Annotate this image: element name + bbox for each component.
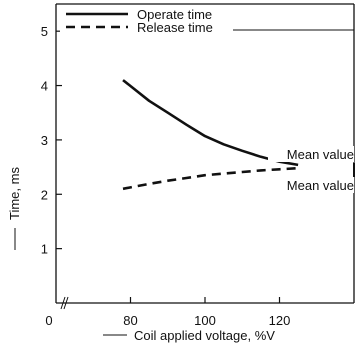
y-tick-label-3: 3 xyxy=(41,133,48,148)
x-tick-label-100: 100 xyxy=(194,313,216,328)
x-tick-label-80: 80 xyxy=(123,313,137,328)
x-tick-label-120: 120 xyxy=(269,313,291,328)
axis-break-mark xyxy=(60,296,69,310)
legend: Operate time Release time xyxy=(60,7,354,36)
y-tick-label-2: 2 xyxy=(41,187,48,202)
x-axis-label: Coil applied voltage, %V xyxy=(134,328,275,343)
series-layer xyxy=(122,79,299,191)
y-axis-label: Time, ms xyxy=(7,167,22,220)
y-tick-label-4: 4 xyxy=(41,79,48,94)
legend-label-release-time: Release time xyxy=(137,20,213,35)
legend-box xyxy=(60,7,238,36)
mean-value-annotations: Mean value Mean value xyxy=(268,146,355,193)
y-axis-title: Time, ms xyxy=(7,167,22,250)
x-ticks: 80 100 120 xyxy=(123,297,290,328)
annotation-release-mean-value: Mean value xyxy=(287,178,354,193)
y-tick-label-5: 5 xyxy=(41,24,48,39)
annotation-operate-mean-value: Mean value xyxy=(287,147,354,162)
legend-label-operate-time: Operate time xyxy=(137,7,212,22)
y-ticks: 1 2 3 4 5 xyxy=(41,24,62,257)
series-line-release-time xyxy=(122,166,299,191)
x-axis-title: Coil applied voltage, %V xyxy=(103,328,275,343)
x-origin-label: 0 xyxy=(45,313,52,328)
y-tick-label-1: 1 xyxy=(41,242,48,257)
